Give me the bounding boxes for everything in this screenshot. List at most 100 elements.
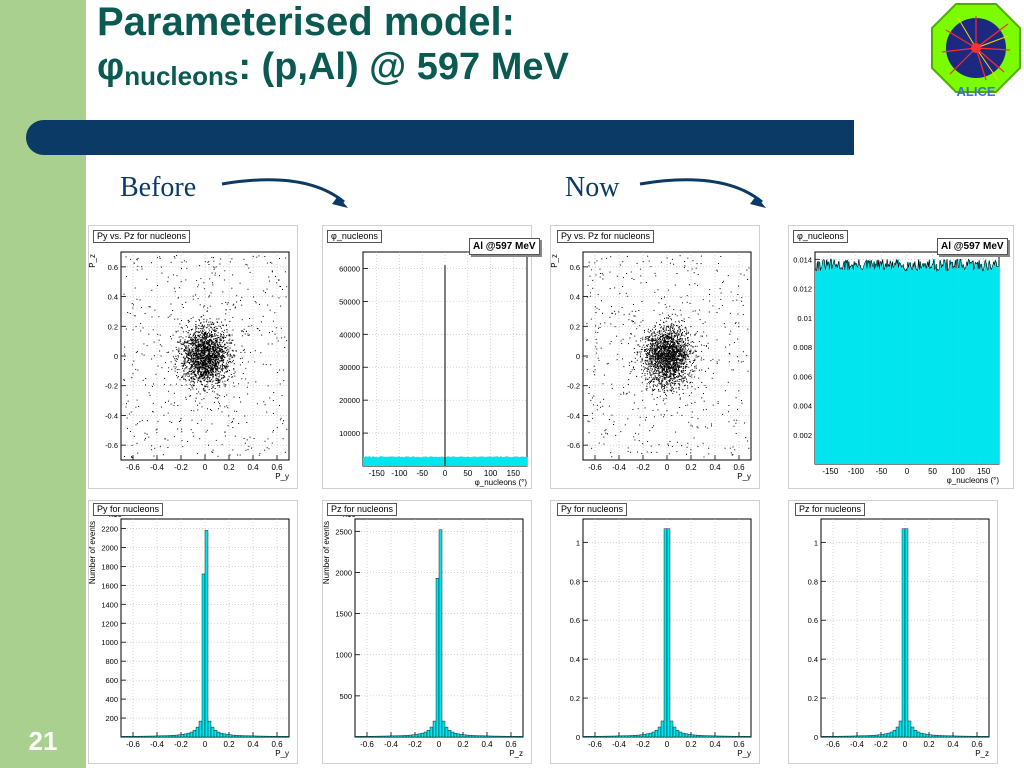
scatter-point xyxy=(201,358,203,360)
scatter-point xyxy=(588,432,590,434)
scatter-point xyxy=(654,368,656,370)
scatter-point xyxy=(208,357,210,359)
scatter-point xyxy=(651,374,653,376)
scatter-point xyxy=(662,373,664,375)
scatter-point xyxy=(211,409,213,411)
x-tick-label: 0.4 xyxy=(247,463,259,472)
scatter-point xyxy=(164,438,166,440)
scatter-point xyxy=(234,355,236,357)
scatter-point xyxy=(280,417,282,419)
scatter-point xyxy=(673,346,675,348)
scatter-point xyxy=(196,280,198,282)
scatter-point xyxy=(242,335,244,337)
scatter-point xyxy=(679,361,681,363)
scatter-point xyxy=(648,366,650,368)
scatter-point xyxy=(214,357,216,359)
scatter-point xyxy=(680,360,682,362)
scatter-point xyxy=(619,293,621,295)
scatter-point xyxy=(653,398,655,400)
scatter-point xyxy=(673,370,674,372)
scatter-point xyxy=(192,348,193,350)
scatter-point xyxy=(673,361,675,363)
scatter-point xyxy=(223,340,224,342)
y-tick-label: 0.6 xyxy=(108,263,118,272)
scatter-point xyxy=(188,358,190,360)
scatter-point xyxy=(247,288,249,290)
scatter-point xyxy=(201,381,202,383)
scatter-point xyxy=(214,366,216,368)
scatter-point xyxy=(671,387,673,389)
scatter-point xyxy=(655,275,657,277)
scatter-point xyxy=(211,359,212,361)
scatter-point xyxy=(213,330,215,331)
scatter-point xyxy=(678,366,680,368)
scatter-point xyxy=(202,331,204,332)
scatter-point xyxy=(675,368,677,370)
scatter-point xyxy=(264,256,266,257)
scatter-point xyxy=(657,352,659,354)
scatter-point xyxy=(218,356,220,358)
scatter-point xyxy=(670,374,672,376)
scatter-point xyxy=(209,305,211,307)
scatter-point xyxy=(191,351,193,353)
scatter-point xyxy=(657,341,659,343)
scatter-point xyxy=(673,336,675,338)
scatter-point xyxy=(650,348,652,350)
scatter-point xyxy=(193,356,195,358)
scatter-point xyxy=(680,341,682,343)
scatter-point xyxy=(211,256,213,258)
y-axis-label: P_z xyxy=(551,254,559,268)
scatter-point xyxy=(671,382,673,384)
scatter-point xyxy=(199,380,201,382)
before-arrow-icon xyxy=(221,178,348,208)
chart-now-py-vs-pz: -0.6 -0.4 -0.2 0 0.2 0.4 0.6-0.6-0.4-0.200.20.… xyxy=(551,251,752,481)
scatter-point xyxy=(201,339,203,341)
scatter-point xyxy=(223,365,225,367)
scatter-point xyxy=(208,354,209,356)
scatter-point xyxy=(665,348,667,350)
scatter-point xyxy=(226,364,228,366)
scatter-point xyxy=(664,353,666,355)
scatter-point xyxy=(677,375,679,377)
scatter-point xyxy=(667,333,669,335)
scatter-point xyxy=(709,300,711,302)
histogram-bar xyxy=(392,456,395,466)
scatter-point xyxy=(213,357,215,359)
scatter-point xyxy=(679,353,681,355)
scatter-point xyxy=(283,369,285,371)
scatter-point xyxy=(663,352,665,354)
scatter-point xyxy=(215,326,217,328)
scatter-point xyxy=(182,344,184,346)
scatter-point xyxy=(657,348,658,350)
scatter-point xyxy=(650,358,652,360)
scatter-point xyxy=(664,361,666,363)
scatter-point xyxy=(650,360,652,362)
scatter-point xyxy=(135,351,137,353)
before-label: Before xyxy=(120,172,197,203)
scatter-point xyxy=(682,363,684,365)
scatter-point xyxy=(653,350,655,352)
scatter-point xyxy=(195,341,197,343)
scatter-point xyxy=(702,323,704,325)
scatter-point xyxy=(660,358,662,360)
scatter-point xyxy=(213,374,215,376)
scatter-point xyxy=(201,406,203,408)
scatter-point xyxy=(203,343,205,345)
scatter-point xyxy=(185,301,187,303)
scatter-point xyxy=(665,351,667,353)
scatter-point xyxy=(683,347,685,349)
scatter-point xyxy=(261,334,263,336)
scatter-point xyxy=(590,399,592,401)
scatter-point xyxy=(685,367,687,369)
scatter-point xyxy=(205,347,207,349)
scatter-point xyxy=(670,385,672,387)
scatter-point xyxy=(681,335,683,337)
scatter-point xyxy=(198,336,200,337)
scatter-point xyxy=(202,351,204,353)
scatter-point xyxy=(658,330,660,332)
scatter-point xyxy=(194,356,196,358)
scatter-point xyxy=(236,301,238,303)
scatter-point xyxy=(228,335,230,337)
scatter-point xyxy=(662,340,664,342)
x-tick-label: -0.6 xyxy=(126,463,140,472)
